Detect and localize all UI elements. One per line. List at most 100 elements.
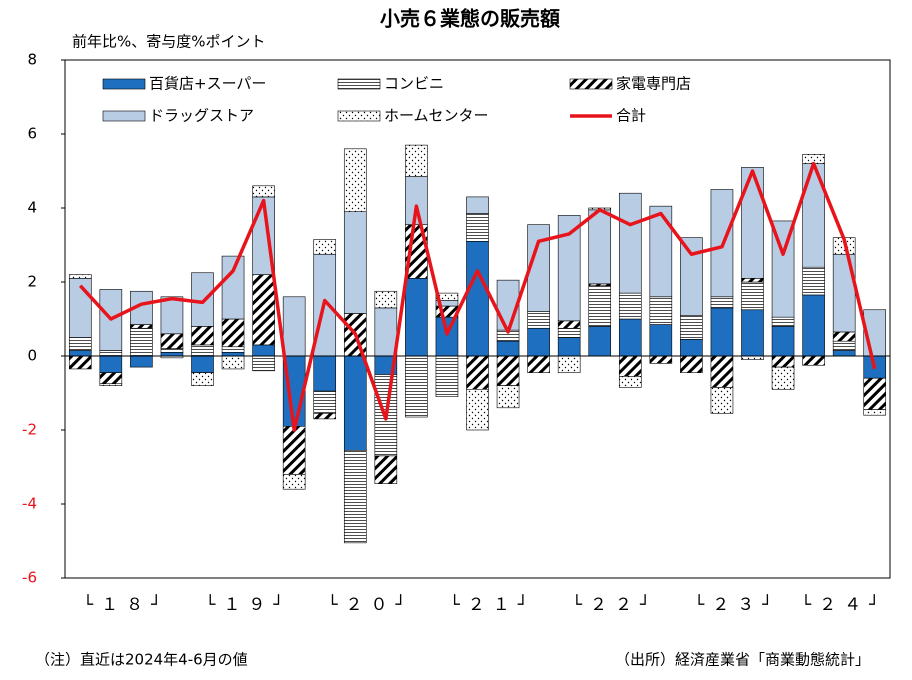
bar-segment [160,296,184,335]
bar-segment [68,337,92,351]
bar-segment [99,383,123,386]
bar-segment [160,333,184,349]
y-tick-label: -2 [22,421,37,439]
bar-segment [557,320,581,329]
legend-label: ホームセンター [384,107,489,125]
bar-segment [374,290,398,309]
bar-segment [221,355,245,370]
bar-segment [466,213,489,242]
bar-segment [649,296,673,325]
bar-segment [99,350,123,357]
bar-segment [741,281,764,311]
bar-segment [527,355,550,373]
bar-segment [618,192,642,294]
bar-segment [435,316,459,357]
bar-segment [282,425,306,475]
y-tick-label: 4 [27,199,37,217]
bar-segment [863,377,887,410]
bar-segment [343,211,367,314]
plot-area [64,59,891,579]
bar-segment [741,309,764,357]
bar-segment [832,340,856,351]
bar-segment [802,355,825,366]
source: （出所）経済産業省「商業動態統計」 [615,651,870,669]
legend-swatch [102,110,146,122]
bar-segment [191,326,214,346]
bar-segment [374,455,398,484]
bar-segment [343,355,367,451]
bar-segment [710,296,734,309]
bar-segment [649,324,673,357]
bar-segment [99,372,123,385]
bar-segment [343,148,367,213]
bar-segment [618,376,642,388]
bar-segment [130,324,153,329]
bar-segment [710,387,734,414]
bar-segment [741,277,764,283]
bar-segment [191,372,214,386]
bar-segment [588,209,612,285]
bar-segment [282,474,306,490]
bar-segment [191,272,214,327]
bar-segment [466,241,489,357]
x-group-label: └２４┘ [801,594,887,615]
bar-segment [588,285,612,327]
bar-segment [68,355,92,370]
bar-segment [802,294,825,357]
y-axis-label: 前年比%、寄与度%ポイント [72,33,266,51]
legend-label: ドラッグストア [149,107,254,125]
x-group-label: └２２┘ [572,594,658,615]
y-tick-label: 0 [27,347,37,365]
bar-segment [313,390,337,414]
bar-segment [313,239,337,255]
bar-segment [649,205,673,298]
x-group-label: └２１┘ [450,594,536,615]
y-tick-label: 2 [27,273,37,291]
legend-swatch [569,78,613,90]
chart-title: 小売６業態の販売額 [380,7,560,31]
bar-segment [343,450,367,544]
bar-segment [527,224,550,312]
bar-segment [68,350,92,357]
bar-segment [405,144,428,177]
bar-segment [68,274,92,279]
bar-segment [618,355,642,377]
bar-segment [527,327,550,357]
legend-label: コンビニ [384,75,444,93]
y-tick-label: 8 [27,51,37,69]
bar-segment [618,318,642,357]
legend-label: 合計 [616,107,646,125]
bar-segment [221,346,245,353]
bar-segment [527,311,550,329]
bar-segment [771,220,795,318]
bar-segment [557,215,581,322]
bar-segment [771,366,795,390]
bar-segment [405,277,428,357]
bar-segment [252,185,275,198]
bar-segment [680,355,703,373]
bar-segment [557,355,581,373]
legend-swatch [337,78,381,90]
bar-segment [191,344,214,357]
x-group-label: └１９┘ [205,594,291,615]
x-group-label: └２０┘ [327,594,413,615]
bar-segment [160,351,184,357]
bar-segment [405,355,428,418]
x-group-label: └１８┘ [83,594,169,615]
total-line [78,161,877,432]
bar-segment [313,355,337,392]
bar-segment [252,355,275,372]
bar-segment [557,337,581,357]
bar-segment [802,266,825,296]
y-tick-label: -4 [22,495,37,513]
legend-label: 家電専門店 [616,75,691,93]
bar-segment [710,355,734,388]
bar-segment [99,355,123,373]
bar-segment [832,350,856,357]
bar-segment [710,307,734,357]
bar-segment [252,274,275,346]
bar-segment [466,355,489,390]
bar-segment [618,292,642,320]
